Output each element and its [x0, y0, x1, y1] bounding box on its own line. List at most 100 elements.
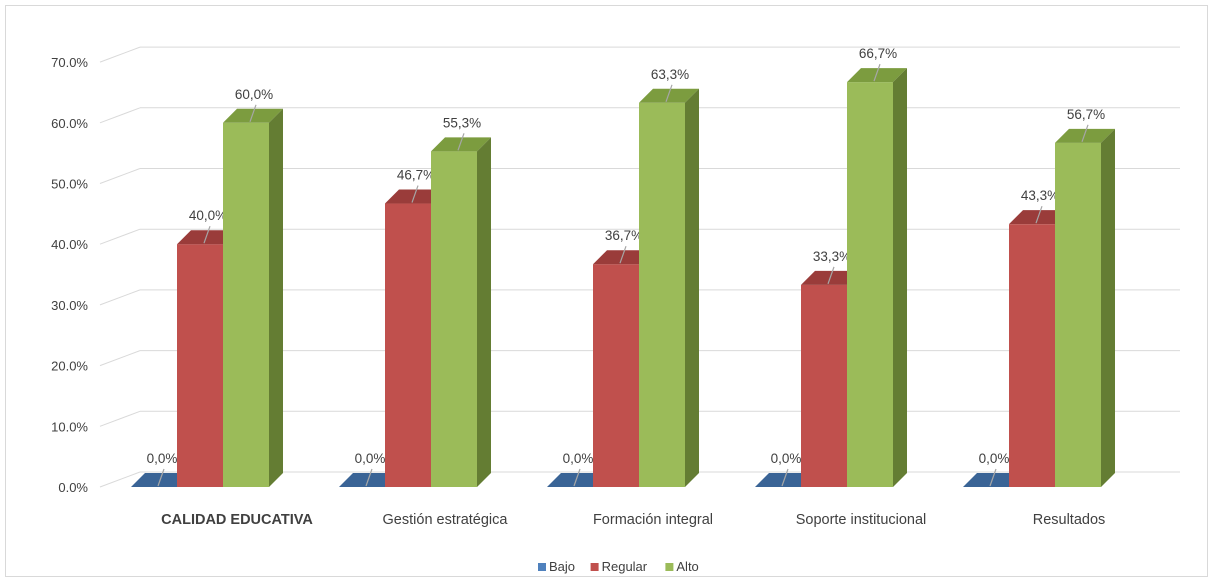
data-label-leader: [203, 226, 211, 244]
data-label-leader: [665, 84, 673, 102]
data-label: 0,0%: [771, 451, 802, 466]
bar-alto: 66,7%: [847, 46, 907, 488]
data-label: 66,7%: [859, 46, 897, 61]
gridline-depth: [99, 107, 141, 124]
gridline-depth: [99, 410, 141, 427]
legend: Bajo Regular Alto: [538, 559, 699, 574]
bar-top: [639, 88, 699, 103]
bar-side: [477, 137, 491, 488]
bar-top: [131, 473, 191, 487]
data-label: 0,0%: [979, 451, 1010, 466]
bar-top: [385, 189, 445, 204]
data-label-leader: [873, 63, 881, 82]
bar-top: [755, 473, 815, 487]
bar-top: [1055, 128, 1115, 143]
data-label: 55,3%: [443, 115, 481, 130]
data-label-leader: [365, 468, 373, 487]
data-label-leader: [157, 468, 165, 487]
bar-front: [385, 203, 431, 487]
data-label-leader: [573, 468, 581, 487]
data-label: 60,0%: [235, 87, 273, 102]
y-tick-label: 30.0%: [51, 298, 88, 313]
legend-swatch: [665, 563, 674, 571]
data-label: 0,0%: [563, 451, 594, 466]
bar-front: [1009, 224, 1055, 487]
bar-front: [431, 151, 477, 488]
bar-top: [963, 473, 1023, 487]
y-axis-ticks: 0.0% 10.0% 20.0% 30.0% 40.0% 50.0% 60.0% 70.0%: [51, 55, 88, 495]
data-label: 0,0%: [355, 451, 386, 466]
bar-front: [223, 122, 269, 488]
data-label-leader: [457, 133, 465, 151]
gridline-depth: [99, 228, 141, 245]
data-label: 36,7%: [605, 228, 643, 243]
legend-entry: Bajo: [549, 559, 575, 574]
bar-top: [847, 68, 907, 83]
bar-front: [177, 244, 223, 487]
bar-front: [1055, 142, 1101, 487]
bar-side: [893, 68, 907, 488]
y-tick-label: 20.0%: [51, 359, 88, 374]
bar-alto: 60,0%: [223, 87, 283, 488]
bar-side: [1101, 128, 1115, 487]
data-label: 56,7%: [1067, 107, 1105, 122]
data-label-leader: [249, 104, 257, 122]
bar-front: [639, 102, 685, 488]
data-label: 43,3%: [1021, 188, 1059, 203]
legend-swatch: [590, 563, 599, 571]
category-labels: CALIDAD EDUCATIVA Gestión estratégica Form…: [161, 512, 1105, 528]
gridline-depth: [99, 350, 141, 367]
y-tick-label: 40.0%: [51, 237, 88, 252]
bar-bajo: 0,0%: [963, 451, 1023, 487]
bar-top: [801, 270, 861, 285]
data-label-leader: [781, 468, 789, 487]
data-label-leader: [1035, 205, 1043, 224]
y-tick-label: 0.0%: [58, 480, 88, 495]
y-tick-label: 50.0%: [51, 177, 88, 192]
gridline-depth: [99, 289, 141, 306]
data-label: 46,7%: [397, 168, 435, 183]
bar-bajo: 0,0%: [547, 451, 607, 487]
y-tick-label: 60.0%: [51, 116, 88, 131]
data-label: 33,3%: [813, 249, 851, 264]
gridline-depth: [99, 168, 141, 184]
gridline-depth: [99, 46, 141, 63]
bar-front: [847, 82, 893, 488]
category-label: Resultados: [1033, 512, 1106, 528]
bar-top: [1009, 210, 1069, 225]
bar-bajo: 0,0%: [131, 451, 191, 487]
bar-top: [339, 473, 399, 487]
gridline-depth: [99, 471, 141, 488]
category-label: CALIDAD EDUCATIVA: [161, 512, 313, 528]
data-label-leader: [1081, 124, 1089, 143]
legend-entry: Alto: [676, 559, 698, 574]
data-label-leader: [411, 185, 419, 203]
bar-top: [547, 473, 607, 487]
y-tick-label: 10.0%: [51, 419, 88, 434]
bar-side: [269, 108, 283, 488]
bar-alto: 63,3%: [639, 67, 699, 488]
bar-top: [593, 250, 653, 265]
bar-top: [223, 108, 283, 123]
bar-bajo: 0,0%: [339, 451, 399, 487]
bar-front: [593, 264, 639, 487]
bar-front: [801, 284, 847, 487]
bar-top: [431, 137, 491, 152]
data-label: 63,3%: [651, 67, 689, 82]
data-label: 40,0%: [189, 208, 227, 223]
bar-bajo: 0,0%: [755, 451, 815, 487]
data-label-leader: [619, 246, 627, 264]
bar-top: [177, 230, 237, 245]
category-label: Gestión estratégica: [383, 512, 509, 528]
bar-alto: 56,7%: [1055, 107, 1115, 487]
bar-side: [685, 88, 699, 488]
category-label: Soporte institucional: [796, 512, 927, 528]
bars: 0,0% 40,0% 60,0% 0,0% 46,7% 55,3% 0,0% 36,7% 63,…: [131, 46, 1115, 488]
y-tick-label: 70.0%: [51, 55, 88, 70]
legend-entry: Regular: [602, 559, 648, 574]
data-label-leader: [989, 468, 997, 487]
legend-swatch: [538, 563, 546, 571]
bar-alto: 55,3%: [431, 115, 491, 488]
data-label-leader: [827, 266, 835, 285]
